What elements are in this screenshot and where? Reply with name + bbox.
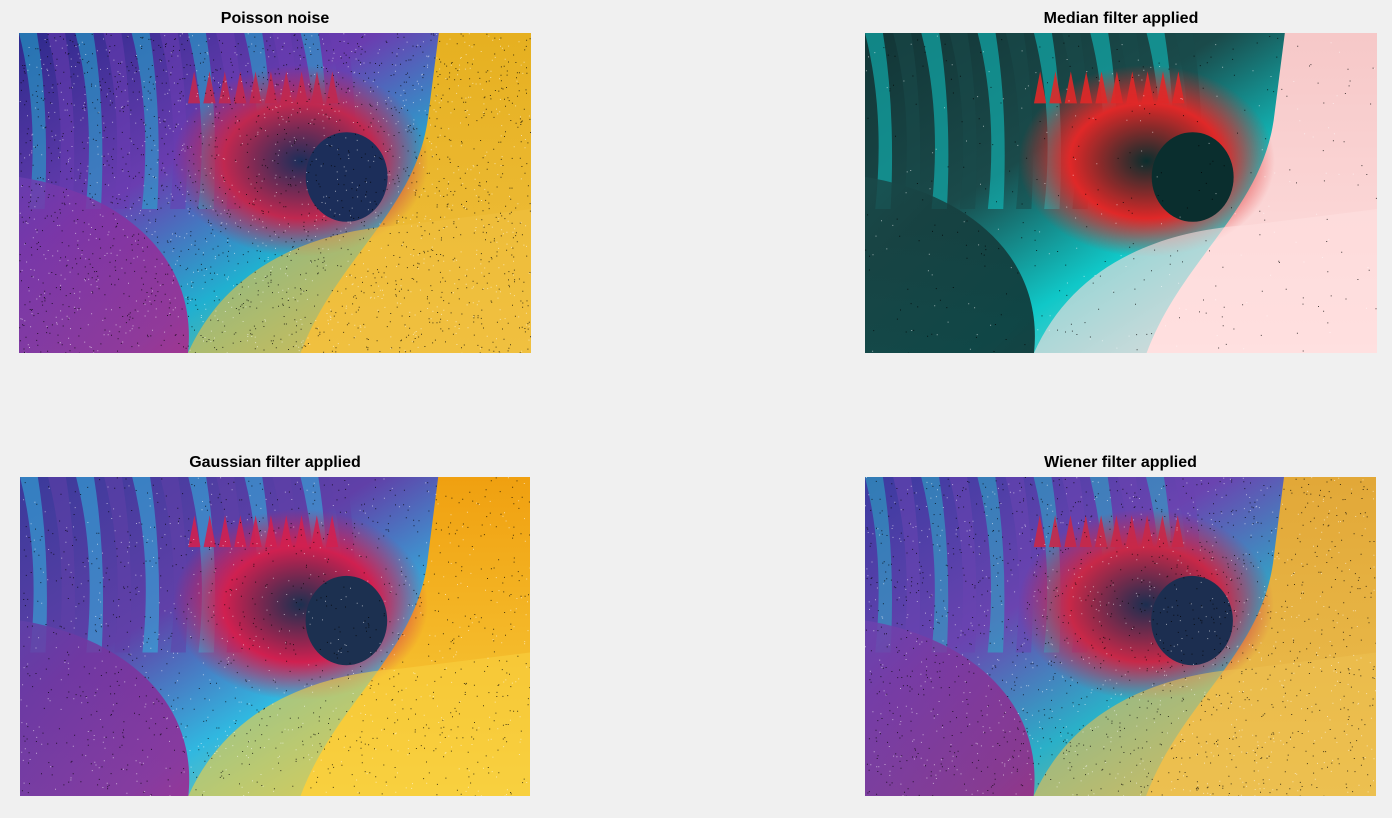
swirl-artwork: [20, 477, 530, 796]
swirl-rib: [865, 477, 893, 653]
swirl-rib: [949, 477, 977, 653]
swirl-lower-body: [1033, 652, 1376, 796]
swirl-rib: [132, 477, 160, 653]
swirl-artwork: [865, 33, 1377, 353]
swirl-crest-spikes: [187, 71, 339, 104]
swirl-rib: [47, 33, 75, 209]
panel-wiener-filter: Wiener filter applied: [865, 453, 1376, 796]
swirl-bottom-left: [865, 620, 1035, 796]
swirl-rib: [921, 33, 949, 209]
swirl-rib: [19, 33, 47, 209]
panel-gaussian-filter: Gaussian filter applied: [20, 453, 530, 796]
median-filter-image: [865, 33, 1377, 353]
swirl-artwork: [19, 33, 531, 353]
swirl-bottom-left: [19, 177, 189, 353]
swirl-rib: [893, 33, 921, 209]
swirl-artwork: [865, 477, 1376, 796]
swirl-rib: [20, 477, 47, 653]
swirl-lower-body: [1033, 209, 1377, 353]
swirl-rib: [921, 477, 949, 653]
swirl-rib: [865, 33, 893, 209]
panel-title: Poisson noise: [220, 10, 330, 27]
swirl-funnel: [305, 132, 388, 222]
swirl-lower-body: [187, 209, 531, 353]
swirl-rib: [48, 477, 76, 653]
swirl-rib: [977, 477, 1005, 653]
panel-title: Median filter applied: [1043, 10, 1199, 27]
panel-poisson-noise: Poisson noise: [19, 9, 531, 353]
swirl-crest-spikes: [188, 515, 339, 548]
swirl-rib: [103, 33, 131, 209]
panel-median-filter: Median filter applied: [865, 9, 1377, 353]
swirl-crest-spikes: [1033, 71, 1185, 104]
swirl-rib: [131, 33, 159, 209]
swirl-rib: [104, 477, 132, 653]
poisson-noise-image: [19, 33, 531, 353]
swirl-rib: [76, 477, 104, 653]
swirl-rib: [949, 33, 977, 209]
swirl-lower-body: [188, 652, 530, 796]
swirl-rib: [977, 33, 1005, 209]
swirl-rib: [75, 33, 103, 209]
swirl-bottom-left: [20, 620, 190, 796]
panel-title: Wiener filter applied: [1044, 454, 1197, 471]
swirl-bottom-left: [865, 177, 1035, 353]
swirl-funnel: [1151, 132, 1234, 222]
gaussian-filter-image: [20, 477, 530, 796]
swirl-rib: [893, 477, 921, 653]
panel-title: Gaussian filter applied: [189, 454, 361, 471]
swirl-funnel: [305, 575, 388, 666]
swirl-crest-spikes: [1033, 515, 1184, 548]
wiener-filter-image: [865, 477, 1376, 796]
